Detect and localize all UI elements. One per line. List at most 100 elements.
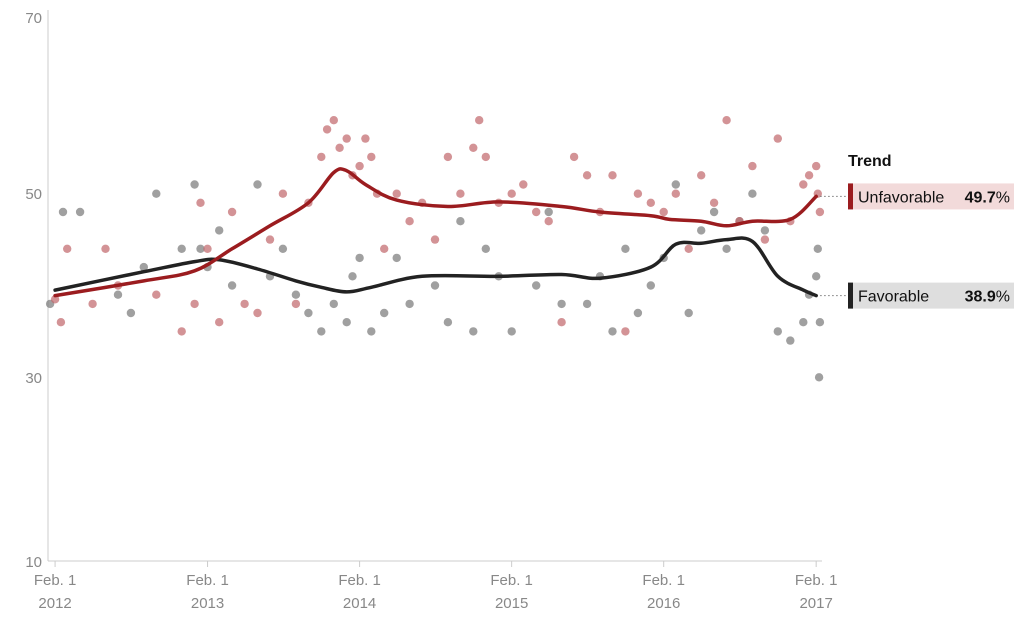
unfavorable-point [335, 143, 344, 152]
favorable-point [278, 244, 288, 253]
unfavorable-point [227, 207, 237, 217]
unfavorable-point [748, 161, 757, 171]
x-ticks: Feb. 1 2012 Feb. 1 2013 Feb. 1 2014 Feb. 1 2015… [34, 561, 837, 612]
favorable-point [469, 327, 478, 336]
unfavorable-point [405, 217, 414, 226]
favorable-legend-label: Favorable [858, 289, 929, 306]
unfavorable-point [621, 327, 630, 336]
favorable-point [507, 327, 516, 336]
favorable-point [608, 327, 617, 336]
unfavorable-point [278, 189, 288, 198]
unfavorable-point [317, 152, 326, 162]
unfavorable-point [481, 152, 490, 162]
unfavorable-point [322, 125, 332, 134]
favorable-point [380, 308, 389, 318]
unfavorable-point [684, 244, 693, 253]
unfavorable-point [50, 295, 60, 304]
unfavorable-point [430, 235, 440, 244]
x-tick-label-line2: 2012 [38, 595, 71, 612]
y-tick-label-30: 30 [25, 370, 42, 387]
unfavorable-point [557, 318, 566, 327]
favorable-trend-line [53, 236, 818, 298]
favorable-point [113, 290, 123, 299]
favorable-point [291, 290, 301, 299]
favorable-point [633, 308, 643, 318]
unfavorable-legend-label: Unfavorable [858, 189, 944, 206]
favorable-point [646, 281, 655, 290]
favorable-point [177, 244, 186, 253]
x-tick-label-line1: Feb. 1 [642, 572, 685, 589]
unfavorable-point [456, 189, 465, 198]
unfavorable-point [608, 171, 617, 180]
unfavorable-point [709, 198, 719, 207]
legend-title: Trend [848, 153, 892, 170]
unfavorable-point [88, 299, 97, 309]
x-tick-label-line2: 2015 [495, 595, 528, 612]
favorable-point [813, 244, 822, 253]
favorable-point [196, 244, 205, 253]
favorable-point [367, 327, 376, 336]
unfavorable-point [380, 244, 389, 253]
y-tick-label-50: 50 [25, 186, 42, 203]
unfavorable-point [812, 161, 821, 171]
unfavorable-point [815, 207, 825, 217]
unfavorable-legend-value-number: 49.7 [965, 189, 996, 206]
favorable-legend-value-number: 38.9 [965, 289, 996, 306]
x-tick-label-line1: Feb. 1 [186, 572, 229, 589]
favorable-legend-value: 38.9% [965, 289, 1010, 306]
favorable-point [773, 327, 782, 336]
unfavorable-legend-value-unit: % [996, 189, 1010, 206]
unfavorable-point [532, 207, 541, 217]
unfavorable-trend-line [53, 167, 818, 298]
unfavorable-point [101, 244, 110, 253]
favorable-point [582, 299, 592, 309]
unfavorable-point [544, 217, 553, 226]
x-tick-label-line2: 2014 [343, 595, 376, 612]
favorable-point [697, 226, 706, 235]
unfavorable-point [265, 235, 275, 244]
unfavorable-point [177, 327, 186, 336]
legend: Trend Unfavorable 49.7% Favorable 38.9% [820, 153, 1014, 309]
unfavorable-point [760, 235, 770, 244]
unfavorable-legend-box [848, 183, 1014, 210]
favorable-point [815, 318, 825, 327]
favorable-point [58, 207, 68, 217]
favorable-point [532, 281, 541, 290]
unfavorable-point [804, 171, 814, 180]
unfavorable-point [469, 143, 478, 152]
favorable-point [481, 244, 490, 253]
favorable-point [253, 180, 262, 189]
favorable-point [348, 272, 357, 281]
x-tick-label-line2: 2017 [799, 595, 832, 612]
favorable-point [557, 299, 566, 309]
y-tick-label-70: 70 [25, 10, 42, 27]
unfavorable-point [475, 116, 484, 125]
x-tick-label-line1: Feb. 1 [338, 572, 381, 589]
favorable-point [139, 262, 148, 272]
unfavorable-point [361, 134, 370, 143]
favorable-point [215, 226, 224, 235]
favorable-legend-box [848, 282, 1014, 309]
unfavorable-point [152, 290, 161, 299]
favorable-point [152, 189, 161, 198]
y-tick-label-10: 10 [25, 554, 42, 571]
favorable-point [430, 281, 440, 290]
favorable-point [456, 217, 465, 226]
unfavorable-point [240, 299, 249, 309]
unfavorable-point [443, 152, 453, 162]
favorable-point [443, 318, 453, 327]
unfavorable-point [773, 134, 782, 143]
unfavorable-point [355, 161, 364, 171]
unfavorable-point [722, 116, 731, 125]
unfavorable-point [190, 299, 199, 309]
unfavorable-point [519, 180, 528, 189]
favorable-point [126, 308, 136, 318]
favorable-point [304, 308, 313, 318]
unfavorable-point [253, 308, 262, 318]
favorable-point [392, 253, 401, 263]
x-tick-label-line2: 2013 [191, 595, 224, 612]
favorable-point [799, 318, 808, 327]
favorable-point [671, 180, 680, 189]
y-axis: 70 50 30 10 [25, 10, 49, 571]
